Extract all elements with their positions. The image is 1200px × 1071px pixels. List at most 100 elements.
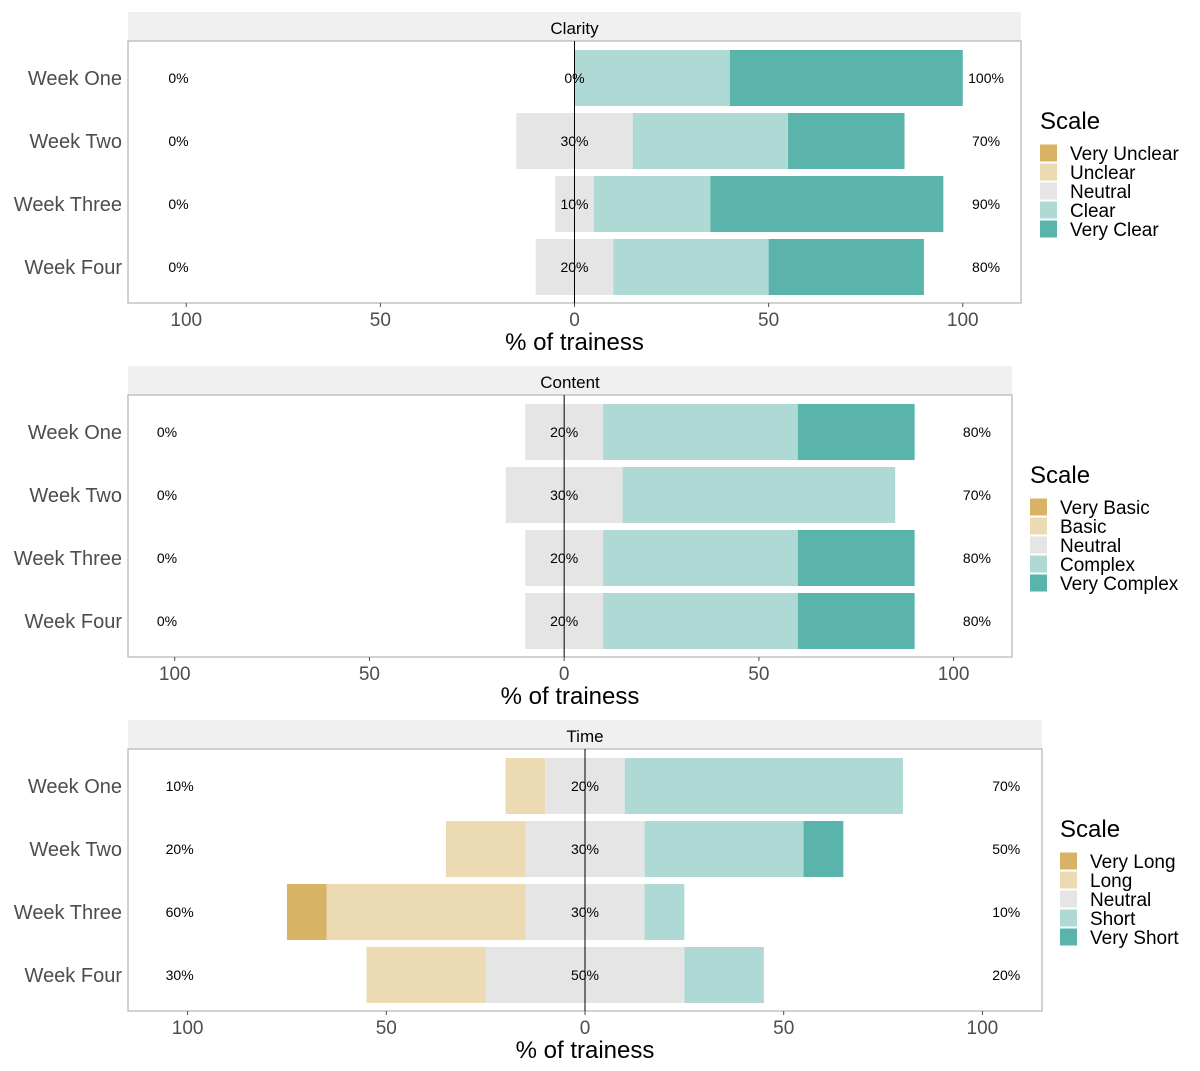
left-percent-label: 0% [157, 487, 177, 503]
center-percent-label: 20% [571, 778, 599, 794]
legend-swatch [1030, 574, 1047, 592]
legend-label: Neutral [1060, 536, 1121, 557]
legend-label: Short [1090, 909, 1136, 930]
right-percent-label: 80% [963, 550, 991, 566]
legend-label: Very Complex [1060, 574, 1179, 595]
right-percent-label: 70% [992, 778, 1020, 794]
facet-title: Clarity [550, 19, 599, 38]
x-tick-label: 50 [773, 1018, 794, 1039]
legend-label: Very Basic [1060, 498, 1150, 519]
center-percent-label: 20% [550, 424, 578, 440]
center-percent-label: 20% [550, 613, 578, 629]
bar-segment-complex [622, 467, 896, 523]
bar-segment-long [505, 758, 546, 814]
category-label: Week Three [14, 902, 122, 924]
left-percent-label: 0% [168, 133, 188, 149]
category-label: Week Three [14, 194, 122, 216]
x-tick-label: 50 [758, 310, 779, 331]
right-percent-label: 90% [972, 196, 1000, 212]
legend-label: Very Clear [1070, 220, 1159, 241]
bar-row-week-one [525, 404, 915, 460]
left-percent-label: 60% [166, 904, 194, 920]
legend-label: Clear [1070, 201, 1116, 222]
legend-swatch [1040, 144, 1057, 162]
category-label: Week Two [29, 131, 122, 153]
left-percent-label: 0% [168, 70, 188, 86]
bar-segment-very-complex [797, 593, 915, 649]
center-percent-label: 30% [571, 841, 599, 857]
bar-segment-complex [603, 404, 798, 460]
category-label: Week Four [25, 611, 123, 633]
category-label: Week One [28, 68, 122, 90]
bar-row-week-one [505, 758, 903, 814]
category-label: Week Four [25, 965, 123, 987]
facet-strip [128, 366, 1012, 395]
bar-segment-very-complex [797, 530, 915, 586]
bar-row-week-four [525, 593, 915, 649]
x-axis-label: % of trainess [516, 1037, 655, 1064]
category-label: Week Two [29, 839, 122, 861]
legend-swatch [1060, 871, 1077, 889]
bar-segment-complex [603, 593, 798, 649]
left-percent-label: 0% [168, 259, 188, 275]
legend-label: Unclear [1070, 163, 1136, 184]
bar-segment-clear [632, 113, 789, 169]
legend-swatch [1030, 555, 1047, 573]
bar-row-week-one [574, 50, 963, 106]
right-percent-label: 70% [972, 133, 1000, 149]
center-percent-label: 20% [550, 550, 578, 566]
bar-segment-short [624, 758, 903, 814]
left-percent-label: 10% [166, 778, 194, 794]
bar-segment-complex [603, 530, 798, 586]
left-percent-label: 0% [157, 613, 177, 629]
facet-strip [128, 12, 1021, 41]
left-percent-label: 0% [157, 550, 177, 566]
bar-segment-very-short [803, 821, 844, 877]
center-percent-label: 10% [560, 196, 588, 212]
bar-row-week-four [366, 947, 764, 1003]
right-percent-label: 10% [992, 904, 1020, 920]
bar-segment-very-clear [768, 239, 924, 295]
facet-title: Content [540, 373, 600, 392]
x-tick-label: 0 [559, 664, 570, 685]
legend-label: Long [1090, 871, 1132, 892]
facet-strip [128, 720, 1042, 749]
x-tick-label: 0 [580, 1018, 591, 1039]
center-percent-label: 50% [571, 967, 599, 983]
x-tick-label: 100 [159, 664, 191, 685]
legend-label: Very Long [1090, 852, 1176, 873]
bar-segment-very-clear [710, 176, 944, 232]
bar-segment-long [326, 884, 526, 940]
category-label: Week Two [29, 485, 122, 507]
legend-label: Neutral [1070, 182, 1131, 203]
bar-segment-short [644, 821, 804, 877]
legend-swatch [1040, 163, 1057, 181]
legend-swatch [1040, 182, 1057, 200]
right-percent-label: 80% [963, 613, 991, 629]
bar-segment-very-clear [729, 50, 963, 106]
panel-time: Time Week One Week Two Week Three Week Four 1… [14, 720, 1179, 1064]
legend-label: Neutral [1090, 890, 1151, 911]
right-percent-label: 20% [992, 967, 1020, 983]
legend-title: Scale [1060, 816, 1120, 843]
bar-segment-very-long [286, 884, 327, 940]
bar-row-week-three [525, 530, 915, 586]
legend-swatch [1060, 909, 1077, 927]
right-percent-label: 80% [972, 259, 1000, 275]
panel-clarity: Clarity Week One Week Two Week Three Week Fo… [14, 12, 1179, 356]
facet-title: Time [566, 727, 603, 746]
legend-label: Basic [1060, 517, 1106, 538]
bar-segment-clear [593, 176, 711, 232]
category-label: Week One [28, 422, 122, 444]
x-tick-label: 0 [569, 310, 580, 331]
bar-segment-very-complex [797, 404, 915, 460]
bar-segment-long [445, 821, 526, 877]
x-tick-label: 50 [748, 664, 769, 685]
bar-row-week-two [505, 467, 896, 523]
left-percent-label: 30% [166, 967, 194, 983]
bar-segment-short [644, 884, 685, 940]
legend-swatch [1030, 536, 1047, 554]
category-label: Week Three [14, 548, 122, 570]
legend-swatch [1030, 517, 1047, 535]
